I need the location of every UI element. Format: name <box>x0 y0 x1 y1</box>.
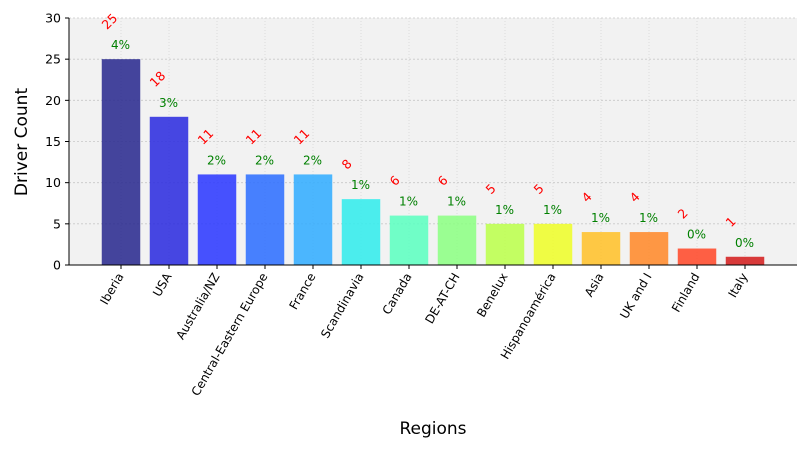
bar <box>197 174 237 265</box>
bar <box>101 59 141 265</box>
bar <box>149 116 189 265</box>
y-tick-label: 25 <box>45 52 61 67</box>
bar <box>293 174 333 265</box>
percent-label: 0% <box>735 236 754 250</box>
percent-label: 1% <box>447 195 466 209</box>
bar <box>725 256 765 265</box>
bar <box>581 232 621 265</box>
x-tick-label: Benelux <box>474 271 510 320</box>
y-tick-label: 20 <box>45 93 61 108</box>
percent-label: 3% <box>159 96 178 110</box>
bar <box>389 215 429 265</box>
bar <box>341 199 381 265</box>
y-tick-label: 5 <box>53 216 61 231</box>
x-tick-label: Australia/NZ <box>173 271 222 342</box>
percent-label: 1% <box>591 211 610 225</box>
percent-label: 2% <box>303 153 322 167</box>
percent-label: 1% <box>399 195 418 209</box>
percent-label: 1% <box>351 178 370 192</box>
bar <box>485 223 525 265</box>
y-tick-label: 0 <box>53 258 61 273</box>
x-tick-label: Iberia <box>97 271 126 308</box>
x-tick-label: UK and I <box>617 271 654 322</box>
bar <box>437 215 477 265</box>
bar <box>245 174 285 265</box>
x-axis-label: Regions <box>399 419 466 439</box>
bar <box>677 248 717 265</box>
bar <box>629 232 669 265</box>
x-tick-label: Italy <box>725 271 750 301</box>
percent-label: 2% <box>207 153 226 167</box>
y-tick-label: 10 <box>45 175 61 190</box>
bars: 4%253%182%112%112%111%81%61%61%51%51%41%… <box>99 10 765 265</box>
x-tick-label: USA <box>150 270 175 299</box>
percent-label: 1% <box>639 211 658 225</box>
bar <box>533 223 573 265</box>
percent-label: 2% <box>255 153 274 167</box>
y-axis-label: Driver Count <box>12 88 32 197</box>
x-tick-label: Canada <box>380 271 415 318</box>
x-tick-label: Asia <box>582 271 607 300</box>
percent-label: 1% <box>495 203 514 217</box>
x-tick-label: France <box>287 271 319 313</box>
percent-label: 4% <box>111 38 130 52</box>
x-tick-label: DE-AT-CH <box>422 271 462 327</box>
percent-label: 0% <box>687 228 706 242</box>
x-tick-label: Hispanoamérica <box>498 271 559 362</box>
y-tick-label: 15 <box>45 134 61 149</box>
x-tick-label: Finland <box>669 271 703 315</box>
y-tick-label: 30 <box>45 11 61 26</box>
percent-label: 1% <box>543 203 562 217</box>
x-tick-label: Scandinavia <box>318 271 367 341</box>
